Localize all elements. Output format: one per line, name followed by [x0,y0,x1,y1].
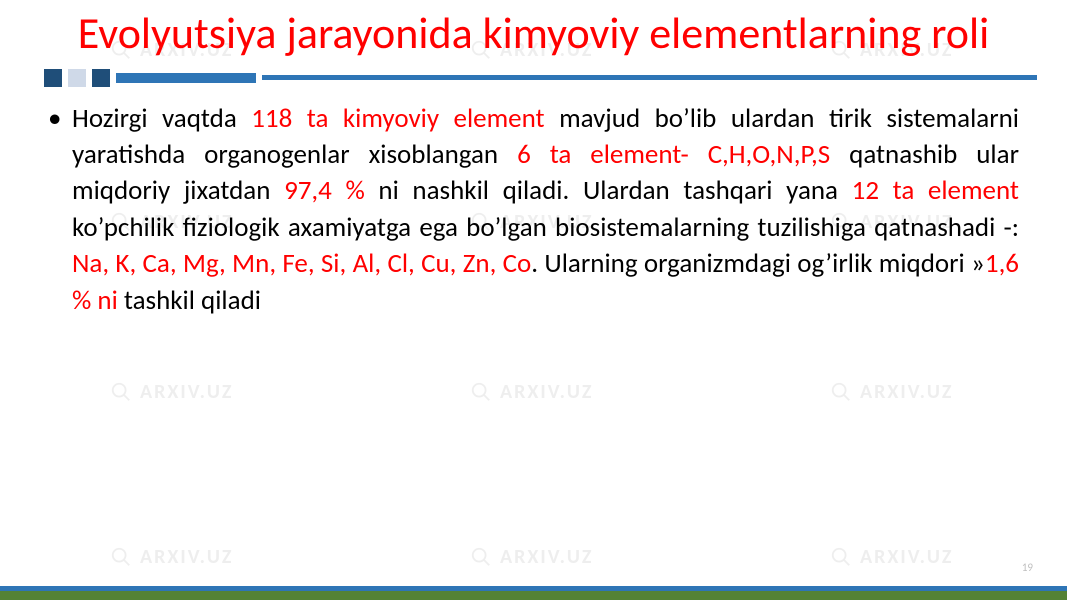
divider-line-thin [262,75,1037,80]
slide-title: Evolyutsiya jarayonida kimyoviy elementl… [0,0,1067,59]
bullet-icon: • [48,101,61,137]
body-text-run: ko’pchilik fiziologik axamiyatga ega bo’… [72,211,1019,244]
divider-square [44,69,62,87]
divider-square [92,69,110,87]
slide: ARXIV.UZARXIV.UZARXIV.UZARXIV.UZARXIV.UZ… [0,0,1067,600]
page-number: 19 [1022,561,1033,574]
divider-line-thick [116,73,256,83]
divider [0,69,1067,87]
bottom-bars [0,584,1067,600]
content: Evolyutsiya jarayonida kimyoviy elementl… [0,0,1067,600]
highlighted-text: 6 ta element- C,H,O,N,P,S [517,138,849,171]
body-text-run: Hozirgi vaqtda [72,102,251,135]
divider-square-light [68,69,86,87]
highlighted-text: 118 ta kimyoviy element [251,102,559,135]
body-text: • Hozirgi vaqtda 118 ta kimyoviy element… [0,95,1067,320]
body-text-run: tashkil qiladi [124,284,261,317]
bottom-bar-bottom [0,591,1067,600]
body-text-run: . Ularning organizmdagi og’irlik miqdori… [531,247,985,280]
highlighted-text: 12 ta element [852,174,1019,207]
body-paragraph: Hozirgi vaqtda 118 ta kimyoviy element m… [72,102,1019,317]
body-text-run: ni nashkil qiladi. Ulardan tashqari yana [378,174,851,207]
highlighted-text: 97,4 % [284,174,378,207]
highlighted-text: Na, K, Ca, Mg, Mn, Fe, Si, Al, Cl, Cu, Z… [72,247,531,280]
